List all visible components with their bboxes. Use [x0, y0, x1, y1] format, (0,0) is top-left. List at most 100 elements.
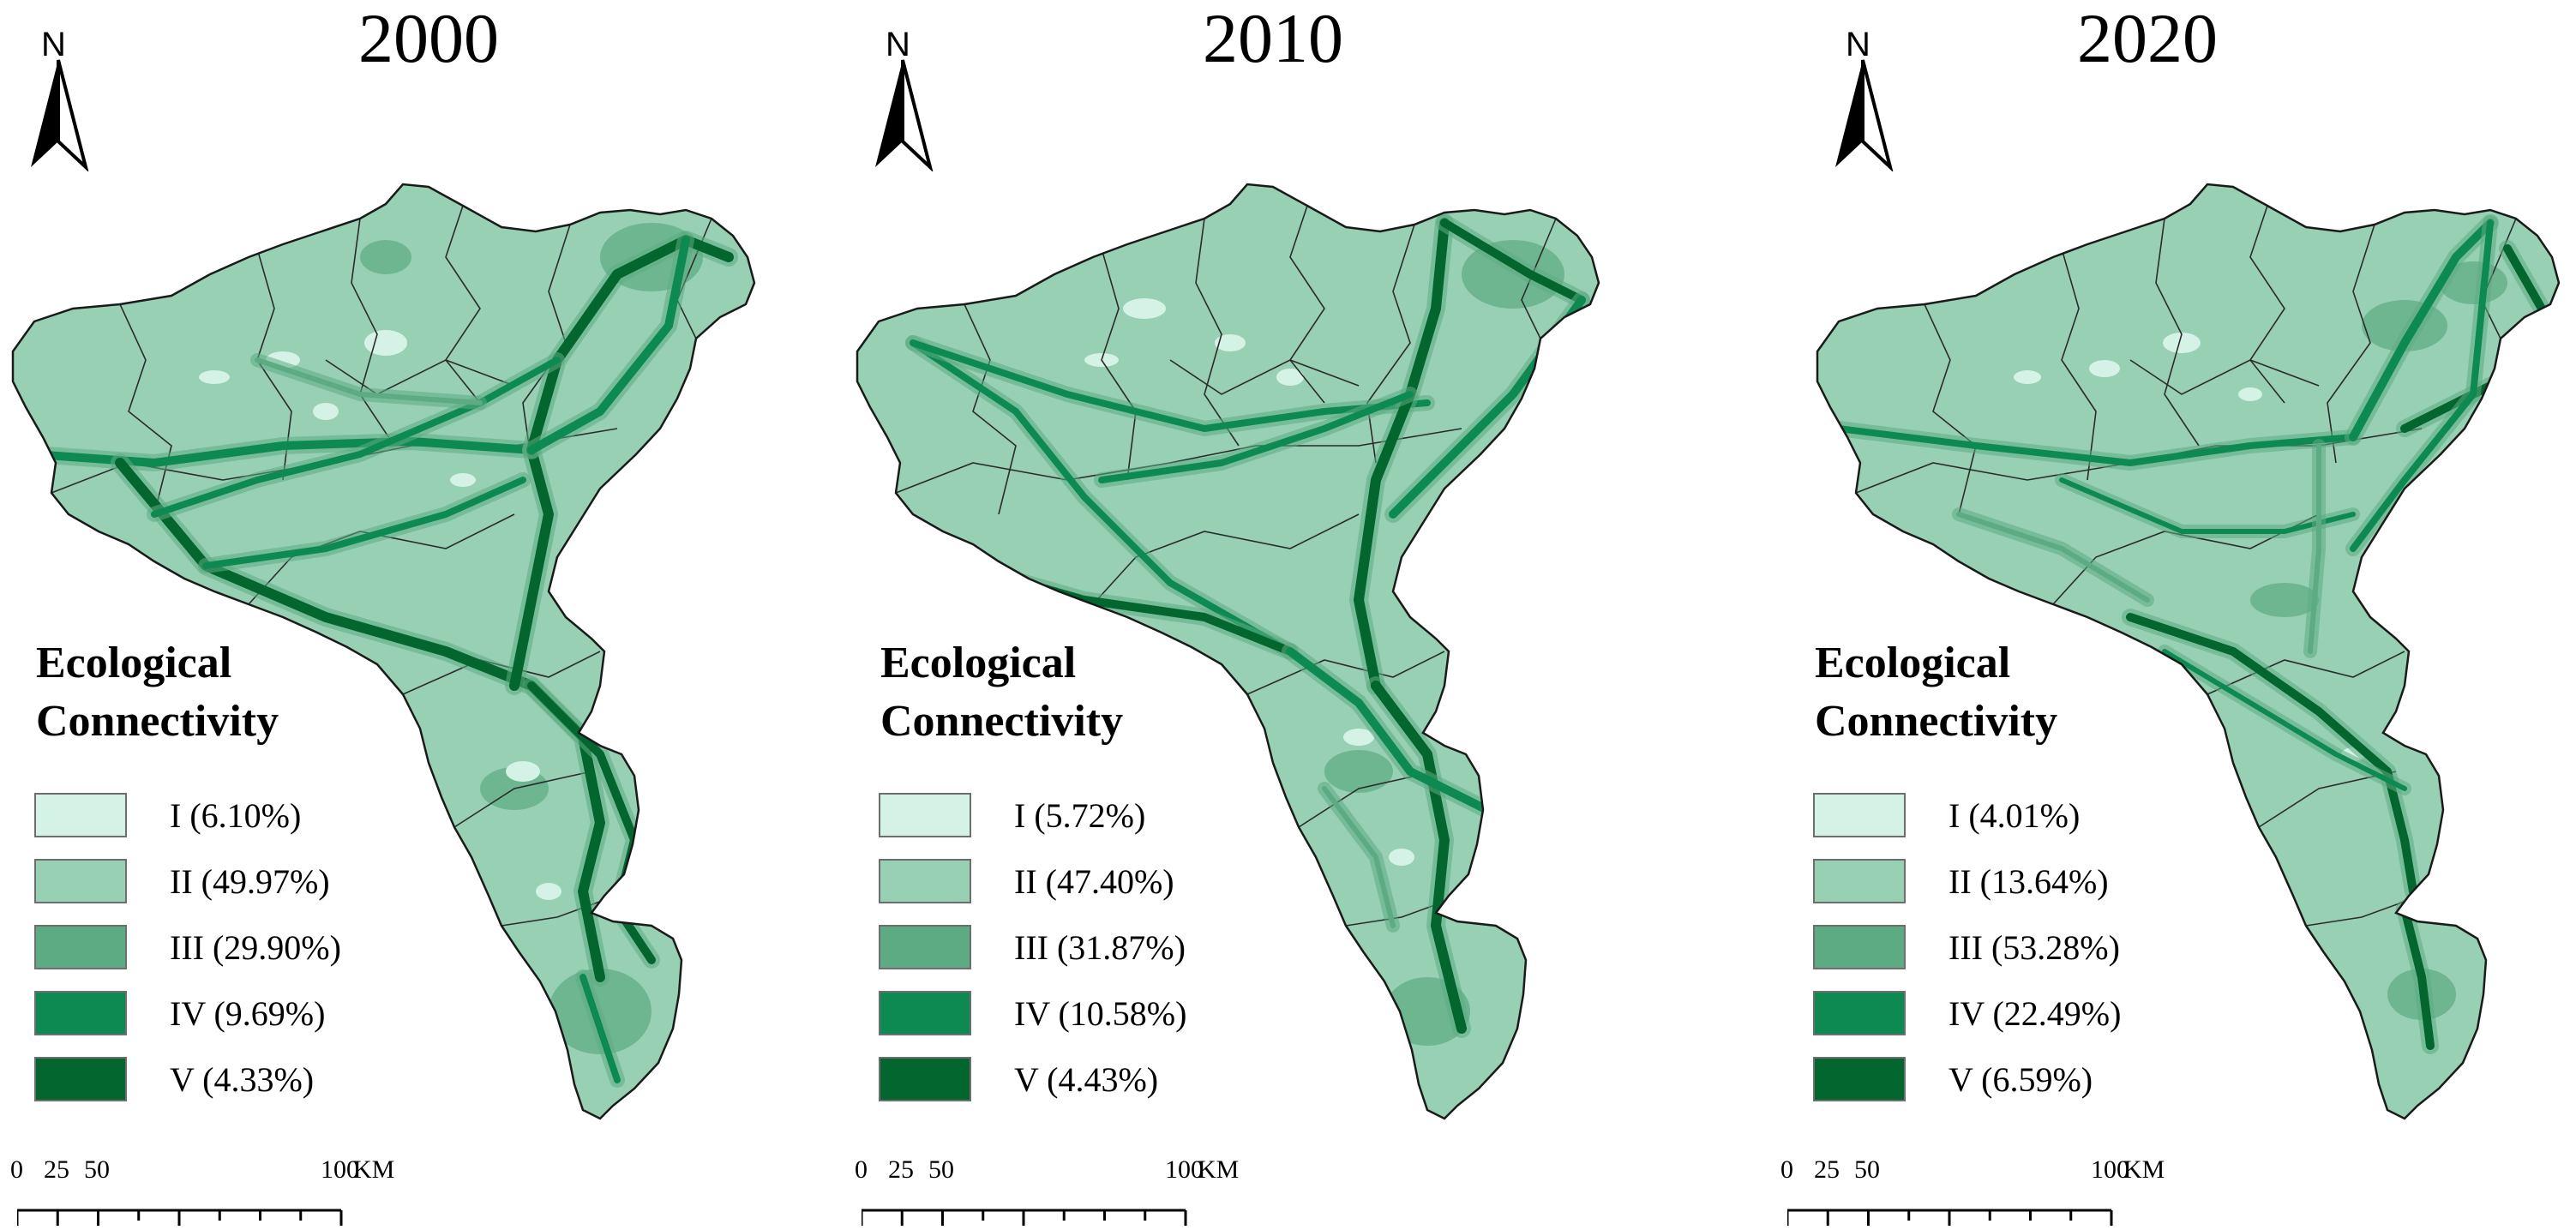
- ecological-corridor: [509, 445, 554, 691]
- legend-label: III (29.90%): [170, 928, 341, 967]
- north-label: N: [886, 26, 910, 63]
- north-arrow-icon: [31, 59, 89, 171]
- class-i-patch: [1276, 369, 1304, 386]
- legend-swatch: [879, 991, 971, 1035]
- legend-swatch: [879, 925, 971, 969]
- scale-tick-label: 0: [1780, 1155, 1793, 1184]
- ecological-corridor: [1440, 219, 1586, 304]
- legend-swatch: [879, 1057, 971, 1101]
- legend-label: II (13.64%): [1949, 862, 2109, 901]
- legend-swatch: [1813, 1057, 1906, 1101]
- north-arrow-icon: [875, 59, 934, 171]
- scale-tick-label: 25: [888, 1155, 914, 1184]
- legend-title: Ecological Connectivity: [1815, 639, 2058, 746]
- scale-tick-label: 25: [1814, 1155, 1840, 1184]
- ecological-corridor: [526, 235, 734, 455]
- class-i-patch: [2089, 360, 2120, 377]
- map-panel-2010: 2010 N Ecological Connectivity I (5.72%)…: [844, 0, 1702, 1230]
- county-boundary: [351, 218, 395, 447]
- legend-label: II (47.40%): [1014, 862, 1174, 901]
- county-boundary: [1195, 218, 1240, 447]
- class-i-patch: [2238, 387, 2262, 401]
- scale-unit: KM: [2123, 1155, 2165, 1184]
- legend-title: Ecological Connectivity: [36, 639, 279, 746]
- county-boundary: [1092, 513, 1360, 605]
- ecological-corridor: [255, 357, 483, 405]
- legend-swatch: [34, 991, 127, 1035]
- scale-bar: 0 25 50 100 KM: [10, 1149, 394, 1226]
- study-area-outline: [856, 183, 1600, 1120]
- study-area-fill: [857, 184, 1599, 1119]
- class-i-patch: [364, 330, 407, 356]
- ecological-corridor: [1098, 391, 1414, 483]
- ecological-corridor: [1371, 681, 1467, 1034]
- county-boundary: [2305, 899, 2410, 927]
- north-label: N: [1846, 26, 1870, 63]
- county-boundary: [2155, 218, 2200, 447]
- class-i-patch: [1343, 729, 1374, 746]
- class-iii-patch: [1324, 750, 1393, 793]
- ecological-corridor: [2400, 904, 2435, 1050]
- ecological-corridor: [1322, 786, 1396, 928]
- ecological-corridor: [579, 974, 621, 1083]
- panel-year-title: 2020: [2077, 0, 2218, 77]
- legend-label: I (4.01%): [1949, 796, 2081, 835]
- legend-label: I (5.72%): [1014, 796, 1146, 835]
- county-boundary: [1289, 205, 1325, 404]
- ecological-corridor: [202, 477, 526, 569]
- legend-swatch: [1813, 793, 1906, 837]
- ecological-corridor: [1956, 512, 2150, 603]
- legend-label: IV (10.58%): [1014, 994, 1187, 1033]
- class-i-patch: [450, 473, 476, 487]
- county-boundary: [1924, 303, 1977, 515]
- legend-label: IV (9.69%): [170, 994, 326, 1033]
- scale-tick-label: 50: [84, 1155, 110, 1184]
- county-boundary: [964, 303, 1017, 515]
- scale-bar: 0 25 50 100 KM: [855, 1149, 1239, 1226]
- class-i-patch: [1215, 334, 1246, 351]
- north-arrow-icon: [1835, 59, 1894, 171]
- county-boundary: [2061, 248, 2097, 481]
- legend-swatch: [34, 1057, 127, 1101]
- county-boundary: [2327, 224, 2375, 464]
- map-panel-2000: 2000 N Ecological Connectivity I (6.10%)…: [0, 0, 857, 1230]
- class-i-patch: [506, 761, 540, 782]
- study-area-outline: [1816, 183, 2561, 1120]
- legend-swatch: [1813, 859, 1906, 903]
- ecological-corridor: [1286, 647, 1500, 819]
- county-boundary: [2249, 205, 2285, 404]
- ecological-corridor: [1835, 425, 2357, 466]
- scale-tick-label: 100: [1165, 1155, 1204, 1184]
- class-i-patch: [199, 370, 230, 384]
- legend-swatch: [34, 859, 127, 903]
- ecological-corridor: [151, 357, 561, 518]
- legend-label: I (6.10%): [170, 796, 302, 835]
- region-map: [1816, 183, 2561, 1120]
- legend-label: V (6.59%): [1949, 1060, 2093, 1099]
- legend-swatch: [879, 859, 971, 903]
- ecological-corridor: [910, 339, 1294, 655]
- county-boundary: [1246, 651, 1445, 695]
- panel-year-title: 2000: [358, 0, 499, 77]
- county-boundary: [2129, 359, 2320, 395]
- scale-unit: KM: [353, 1155, 395, 1184]
- scale-tick-label: 100: [321, 1155, 359, 1184]
- scale-tick-label: 50: [1854, 1155, 1880, 1184]
- county-boundary: [1169, 359, 1360, 395]
- legend-label: II (49.97%): [170, 862, 330, 901]
- class-i-patch: [313, 403, 339, 420]
- class-i-patch: [2014, 370, 2041, 384]
- map-layers: [1816, 183, 2561, 1120]
- legend-swatch: [34, 793, 127, 837]
- legend-label: III (53.28%): [1949, 928, 2120, 967]
- scale-bar-graphic: [862, 1209, 1187, 1226]
- panel-year-title: 2010: [1203, 0, 1343, 77]
- legend-label: V (4.43%): [1014, 1060, 1159, 1099]
- map-panel-2020: 2020 N Ecological Connectivity I (4.01%)…: [1719, 0, 2576, 1230]
- study-area-fill: [13, 184, 754, 1119]
- map-layers: [11, 183, 756, 1120]
- class-i-patch: [1123, 298, 1166, 319]
- scale-bar: 0 25 50 100 KM: [1780, 1149, 2165, 1226]
- region-map: [11, 183, 756, 1120]
- scale-bar-graphic: [1787, 1209, 2113, 1226]
